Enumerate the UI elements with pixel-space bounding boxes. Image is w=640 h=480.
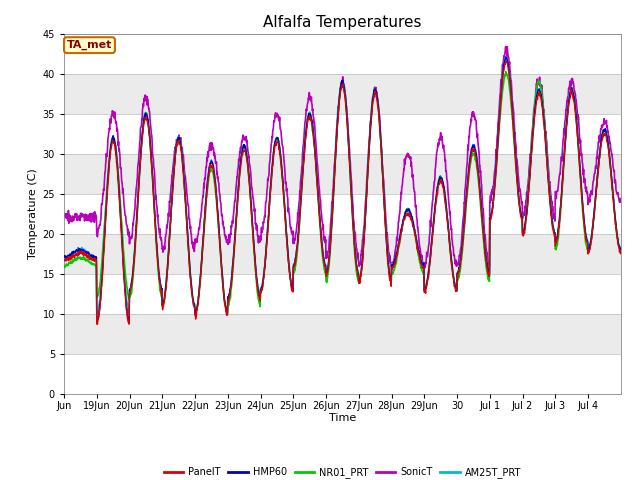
Bar (64, 313, 621, 354)
AM25T_PRT (60, 253, 68, 259)
NR01_PRT (60, 263, 68, 268)
PanelT (152, 230, 159, 236)
Bar (64, 154, 621, 193)
Bar (64, 234, 621, 274)
AM25T_PRT (76, 247, 83, 252)
Y-axis label: Temperature (C): Temperature (C) (28, 168, 38, 259)
Line: HMP60: HMP60 (64, 57, 620, 322)
Line: SonicT: SonicT (64, 47, 620, 268)
SonicT (616, 196, 624, 202)
AM25T_PRT (616, 247, 624, 253)
HMP60 (60, 253, 68, 259)
HMP60 (184, 235, 192, 240)
Bar (64, 114, 621, 154)
NR01_PRT (223, 312, 231, 318)
Line: AM25T_PRT: AM25T_PRT (64, 57, 620, 314)
SonicT (152, 188, 159, 194)
AM25T_PRT (200, 230, 207, 236)
NR01_PRT (76, 254, 83, 260)
PanelT (60, 257, 68, 263)
PanelT (495, 135, 502, 141)
HMP60 (125, 319, 132, 325)
AM25T_PRT (502, 54, 510, 60)
PanelT (616, 251, 624, 257)
SonicT (200, 194, 207, 200)
PanelT (93, 322, 101, 327)
HMP60 (76, 247, 83, 253)
Title: Alfalfa Temperatures: Alfalfa Temperatures (263, 15, 422, 30)
SonicT (60, 214, 68, 219)
NR01_PRT (616, 248, 624, 253)
SonicT (502, 44, 509, 49)
PanelT (360, 248, 367, 254)
Line: NR01_PRT: NR01_PRT (64, 72, 620, 315)
AM25T_PRT (360, 246, 367, 252)
NR01_PRT (360, 246, 367, 252)
AM25T_PRT (495, 129, 502, 135)
PanelT (502, 58, 510, 64)
X-axis label: Time: Time (329, 413, 356, 423)
PanelT (76, 251, 83, 256)
HMP60 (360, 247, 367, 252)
Bar (64, 354, 621, 394)
SonicT (359, 238, 367, 243)
SonicT (495, 119, 502, 125)
SonicT (184, 198, 191, 204)
Bar (64, 73, 621, 114)
Bar (64, 193, 621, 234)
NR01_PRT (184, 230, 191, 236)
AM25T_PRT (152, 227, 159, 233)
NR01_PRT (200, 240, 207, 245)
HMP60 (495, 130, 502, 136)
SonicT (420, 265, 428, 271)
NR01_PRT (152, 228, 159, 233)
Bar (64, 274, 621, 313)
NR01_PRT (502, 69, 509, 74)
PanelT (200, 233, 207, 239)
HMP60 (616, 247, 624, 252)
AM25T_PRT (93, 312, 101, 317)
Text: TA_met: TA_met (67, 40, 112, 50)
HMP60 (152, 227, 159, 233)
PanelT (184, 238, 192, 244)
SonicT (76, 213, 83, 219)
NR01_PRT (495, 138, 502, 144)
Line: PanelT: PanelT (64, 61, 620, 324)
Bar (64, 34, 621, 73)
HMP60 (502, 54, 509, 60)
HMP60 (200, 230, 207, 236)
AM25T_PRT (184, 236, 192, 241)
Legend: PanelT, HMP60, NR01_PRT, SonicT, AM25T_PRT: PanelT, HMP60, NR01_PRT, SonicT, AM25T_P… (160, 463, 525, 480)
